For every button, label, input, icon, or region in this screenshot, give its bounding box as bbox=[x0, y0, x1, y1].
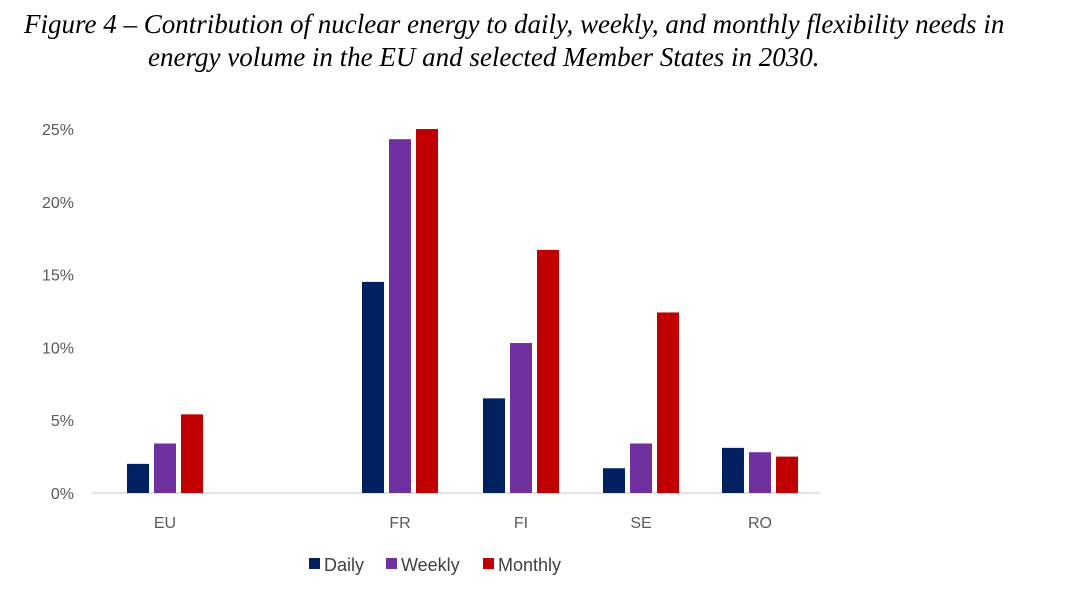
y-axis-ticks: 0% 5% 10% 15% 20% 25% bbox=[42, 122, 74, 503]
x-tick-label: SE bbox=[630, 515, 651, 532]
y-tick-label: 20% bbox=[42, 195, 74, 212]
caption-line-1: Figure 4 – Contribution of nuclear energ… bbox=[24, 9, 1005, 39]
x-tick-label: FR bbox=[389, 515, 410, 532]
bar-ro-daily bbox=[722, 447, 744, 493]
x-axis-ticks: EU FR FI SE RO bbox=[154, 515, 772, 532]
legend-label-weekly: Weekly bbox=[401, 555, 460, 575]
y-tick-label: 0% bbox=[51, 486, 74, 503]
bar-ro-monthly bbox=[776, 456, 798, 493]
bar-se-weekly bbox=[630, 443, 652, 493]
y-tick-label: 15% bbox=[42, 268, 74, 285]
x-tick-label: EU bbox=[154, 515, 176, 532]
bar-fi-monthly bbox=[537, 249, 559, 493]
bar-se-monthly bbox=[657, 312, 679, 493]
legend: Daily Weekly Monthly bbox=[309, 555, 561, 575]
legend-swatch-monthly bbox=[483, 558, 494, 569]
y-tick-label: 25% bbox=[42, 122, 74, 139]
bar-eu-monthly bbox=[181, 414, 203, 493]
caption-line-2: energy volume in the EU and selected Mem… bbox=[148, 42, 820, 72]
bar-fr-monthly bbox=[416, 129, 438, 493]
x-tick-label: RO bbox=[748, 515, 772, 532]
bar-fr-weekly bbox=[389, 139, 411, 493]
legend-label-monthly: Monthly bbox=[498, 555, 561, 575]
bar-ro-weekly bbox=[749, 452, 771, 493]
bars bbox=[127, 129, 798, 493]
legend-swatch-weekly bbox=[386, 558, 397, 569]
bar-se-daily bbox=[603, 468, 625, 493]
y-tick-label: 5% bbox=[51, 413, 74, 430]
bar-fi-weekly bbox=[510, 343, 532, 493]
y-tick-label: 10% bbox=[42, 340, 74, 357]
legend-swatch-daily bbox=[309, 558, 320, 569]
bar-eu-weekly bbox=[154, 443, 176, 493]
bar-fi-daily bbox=[483, 398, 505, 493]
legend-label-daily: Daily bbox=[324, 555, 364, 575]
bar-fr-daily bbox=[362, 281, 384, 493]
bar-eu-daily bbox=[127, 463, 149, 493]
x-tick-label: FI bbox=[514, 515, 528, 532]
